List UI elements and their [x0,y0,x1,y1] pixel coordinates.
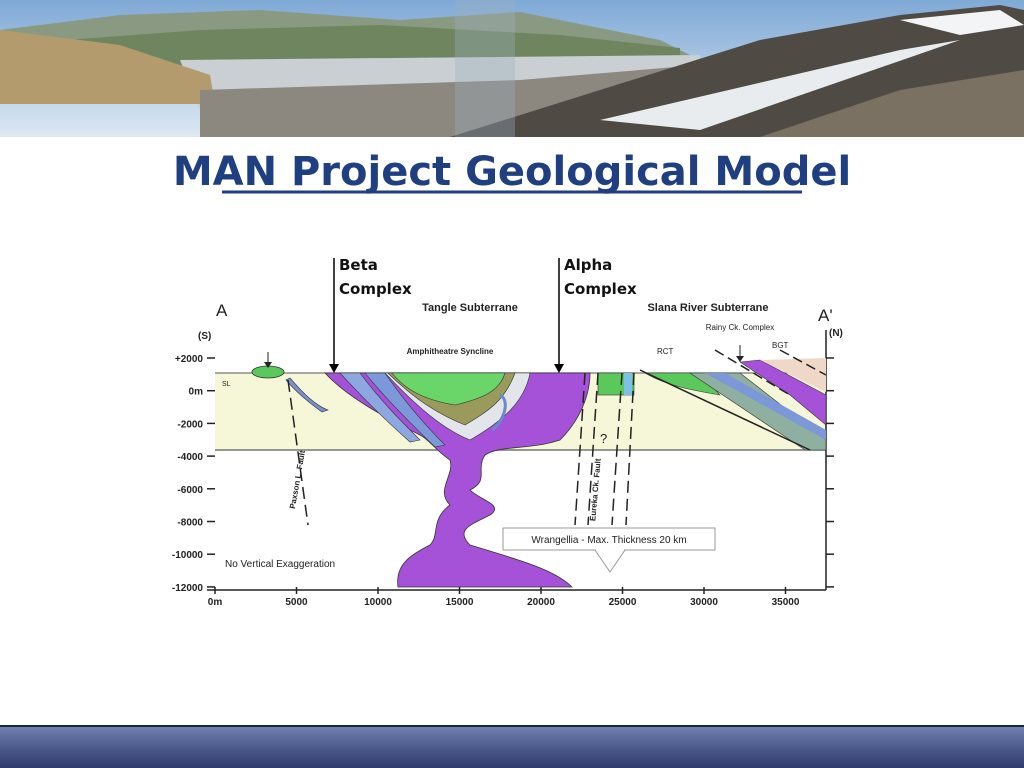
label: BGT [772,341,789,350]
y-axis-label: +2000 [175,354,204,365]
slide-title: MAN Project Geological Model [173,149,851,195]
x-axis-label: 0m [208,597,223,608]
y-axis-label: -10000 [172,550,204,561]
x-axis-label: 35000 [772,597,800,608]
label: No Vertical Exaggeration [225,559,335,570]
label: (S) [198,331,211,342]
x-axis-label: 30000 [690,597,718,608]
label: (N) [829,328,843,339]
banner-photo [0,0,1024,137]
label: Rainy Ck. Complex [706,323,774,332]
label: A [216,301,228,320]
x-axis-label: 25000 [609,597,637,608]
label: Amphitheatre Syncline [407,347,494,356]
label: Tangle Subterrane [422,302,518,314]
y-axis-label: -12000 [172,583,204,594]
cross-section [165,258,850,605]
x-axis-label: 20000 [527,597,555,608]
label: SL [222,381,231,388]
y-axis-label: -8000 [177,518,203,529]
label: ? [600,431,607,446]
x-axis-label: 10000 [364,597,392,608]
x-axis-label: 15000 [446,597,474,608]
x-axis-label: 5000 [285,597,308,608]
y-axis-label: 0m [189,387,204,398]
y-axis-label: -6000 [177,485,203,496]
axes: +2000 0m -2000 -4000 -6000 -8000 -10000 -12000 0… [172,354,834,608]
label: Wrangellia - Max. Thickness 20 km [531,535,686,546]
y-axis-label: -2000 [177,419,203,430]
callout: Beta Complex [339,256,412,298]
label: A' [818,306,833,325]
y-axis-label: -4000 [177,452,203,463]
callout: Alpha Complex [564,256,637,298]
label: RCT [657,347,674,356]
footer-bar [0,726,1024,768]
label: Slana River Subterrane [647,302,768,314]
